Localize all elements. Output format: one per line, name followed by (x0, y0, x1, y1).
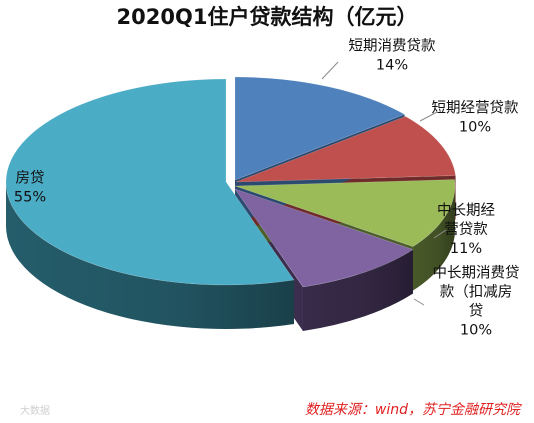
slice-value-label-4: 10% (460, 323, 492, 339)
watermark: 大数据 (20, 404, 50, 417)
slice-1 (234, 76, 406, 181)
slice-side-shade-3 (412, 186, 455, 291)
chart-title: 2020Q1住户贷款结构（亿元） (117, 5, 418, 29)
slice-category-label-4: 贷 (469, 303, 484, 320)
slice-value-label-3: 11% (450, 241, 482, 257)
slice-side-shade-5 (6, 182, 294, 329)
slice-2 (235, 116, 456, 183)
slice-value-label-1: 14% (376, 58, 408, 74)
slice-value-label-2: 10% (459, 120, 491, 136)
slice-category-label-2: 短期经营贷款 (432, 100, 519, 117)
source-note: 数据来源：wind，苏宁金融研究院 (305, 402, 522, 418)
slice-3 (234, 179, 456, 247)
slice-category-label-4: 款（扣减房 (440, 284, 513, 301)
slice-category-label-3: 营贷款 (444, 221, 488, 238)
slice-category-label-3: 中长期经 (437, 202, 495, 219)
slice-value-label-5: 55% (14, 190, 46, 206)
slice-4 (234, 188, 414, 288)
leader-line-4 (413, 298, 425, 306)
slice-tops (5, 76, 456, 288)
slice-side-shade-4 (302, 249, 413, 331)
slice-category-label-5: 房贷 (16, 170, 45, 187)
slice-5 (5, 78, 295, 286)
leader-line-1 (321, 61, 339, 80)
leader-line-3 (433, 229, 447, 239)
slice-category-label-4: 中长期消费贷 (433, 265, 520, 282)
slice-category-label-1: 短期消费贷款 (349, 38, 436, 55)
leader-line-2 (419, 111, 438, 122)
